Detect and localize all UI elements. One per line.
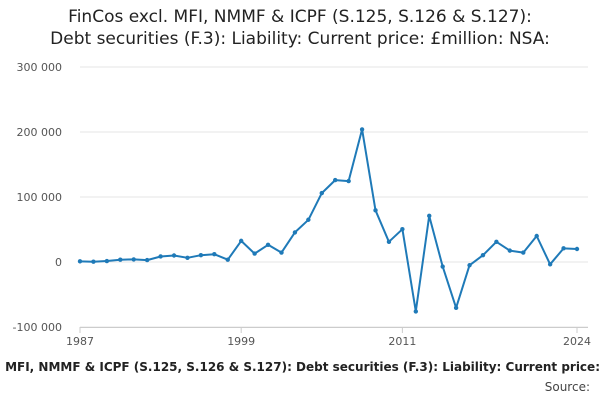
data-point[interactable] bbox=[198, 252, 204, 258]
data-point[interactable] bbox=[77, 259, 83, 264]
y-tick-label: 300 000 bbox=[17, 61, 63, 74]
data-point[interactable] bbox=[144, 257, 150, 263]
chart-title-line-1: FinCos excl. MFI, NMMF & ICPF (S.125, S.… bbox=[68, 7, 532, 27]
data-point[interactable] bbox=[427, 213, 432, 219]
series-line bbox=[79, 128, 578, 313]
data-point[interactable] bbox=[212, 252, 217, 257]
data-point[interactable] bbox=[238, 238, 244, 244]
x-tick-label: 2011 bbox=[388, 335, 416, 348]
data-point[interactable] bbox=[547, 262, 553, 267]
data-point[interactable] bbox=[386, 239, 392, 245]
y-tick-label: -100 000 bbox=[13, 321, 62, 334]
y-axis-ticks: -100 000 0 100 000 200 000 300 000 bbox=[13, 61, 62, 334]
x-axis: 1987 1999 2011 2024 bbox=[66, 327, 591, 348]
data-point[interactable] bbox=[104, 258, 110, 264]
data-point[interactable] bbox=[91, 259, 96, 264]
data-point[interactable] bbox=[440, 264, 445, 269]
data-point[interactable] bbox=[507, 248, 513, 253]
data-point[interactable] bbox=[306, 217, 311, 222]
data-point[interactable] bbox=[346, 178, 351, 184]
data-point[interactable] bbox=[561, 246, 566, 251]
y-tick-label: 0 bbox=[55, 256, 62, 269]
y-tick-label: 200 000 bbox=[17, 126, 63, 139]
data-point[interactable] bbox=[252, 251, 257, 256]
y-tick-label: 100 000 bbox=[17, 191, 63, 204]
chart-title-line-2: Debt securities (F.3): Liability: Curren… bbox=[50, 29, 550, 49]
data-point[interactable] bbox=[359, 127, 365, 132]
data-point[interactable] bbox=[534, 233, 539, 239]
series-name-footer: FinCos excl. MFI, NMMF & ICPF (S.125, S.… bbox=[0, 360, 600, 374]
series bbox=[77, 127, 580, 314]
data-point[interactable] bbox=[292, 230, 298, 235]
data-point[interactable] bbox=[158, 254, 163, 259]
data-point[interactable] bbox=[467, 263, 472, 268]
data-point[interactable] bbox=[118, 257, 123, 262]
data-point[interactable] bbox=[225, 257, 230, 262]
data-point[interactable] bbox=[279, 250, 284, 255]
data-point[interactable] bbox=[413, 309, 419, 314]
data-point[interactable] bbox=[171, 253, 177, 258]
chart-title: FinCos excl. MFI, NMMF & ICPF (S.125, S.… bbox=[0, 6, 600, 50]
x-tick-label: 1987 bbox=[66, 335, 94, 348]
data-point[interactable] bbox=[521, 250, 526, 255]
source-label: Source: bbox=[544, 380, 590, 394]
data-point[interactable] bbox=[373, 208, 378, 213]
data-point[interactable] bbox=[131, 257, 136, 262]
data-point[interactable] bbox=[185, 255, 190, 260]
grid-lines bbox=[80, 66, 588, 328]
data-point[interactable] bbox=[480, 252, 486, 258]
data-point[interactable] bbox=[574, 246, 580, 252]
data-point[interactable] bbox=[494, 239, 499, 245]
data-point[interactable] bbox=[319, 190, 324, 196]
x-tick-label: 2024 bbox=[563, 335, 591, 348]
data-point[interactable] bbox=[453, 305, 459, 311]
data-point[interactable] bbox=[333, 177, 338, 183]
x-tick-label: 1999 bbox=[227, 335, 255, 348]
data-point[interactable] bbox=[400, 226, 405, 232]
data-point[interactable] bbox=[265, 242, 271, 247]
